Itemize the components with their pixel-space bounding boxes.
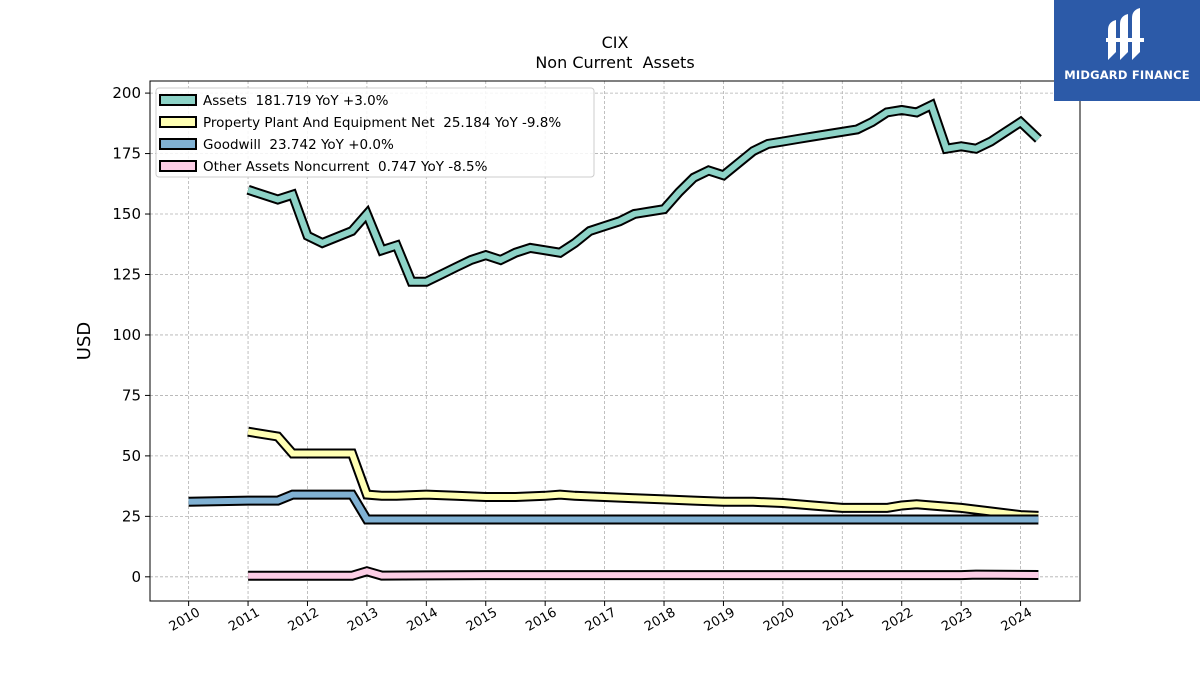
series-line (247, 101, 1041, 285)
x-tick-label: 2012 (286, 605, 322, 635)
y-tick-label: 100 (112, 326, 141, 344)
y-tick-label: 150 (112, 205, 141, 223)
legend: Assets 181.719 YoY +3.0% Property Plant A… (155, 87, 595, 178)
y-tick-label: 25 (122, 507, 141, 525)
legend-swatch (159, 160, 197, 172)
y-tick-label: 0 (131, 568, 141, 586)
x-tick-label: 2022 (880, 605, 916, 635)
x-tick-label: 2010 (167, 605, 203, 635)
y-tick-label: 125 (112, 265, 141, 283)
legend-swatch (159, 94, 197, 106)
series-other-assets-noncurrent (248, 566, 1039, 581)
series-line (248, 568, 1039, 579)
x-tick-label: 2014 (404, 605, 440, 635)
y-tick-label: 50 (122, 447, 141, 465)
legend-label: Property Plant And Equipment Net 25.184 … (203, 115, 561, 131)
legend-frame (155, 87, 595, 178)
chart-subtitle: Non Current Assets (535, 53, 694, 72)
legend-label: Goodwill 23.742 YoY +0.0% (203, 137, 394, 153)
series-line (247, 428, 1039, 519)
x-tick-label: 2016 (523, 605, 559, 635)
series-property-plant-and-equipment-net (247, 426, 1039, 521)
plot-series (188, 98, 1042, 581)
logo-text: MIDGARD FINANCE (1064, 68, 1190, 82)
legend-label: Other Assets Noncurrent 0.747 YoY -8.5% (203, 159, 488, 175)
brand-logo: MIDGARD FINANCE (1054, 0, 1200, 101)
legend-label: Assets 181.719 YoY +3.0% (203, 93, 389, 109)
x-tick-label: 2011 (226, 605, 262, 635)
y-axis-label: USD (74, 322, 95, 360)
y-tick-label: 75 (122, 386, 141, 404)
x-tick-label: 2017 (583, 605, 619, 635)
series-line (188, 491, 1039, 523)
x-tick-label: 2021 (820, 605, 856, 635)
y-tick-label: 175 (112, 145, 141, 163)
plot-frame (149, 80, 1081, 602)
x-tick-label: 2015 (464, 605, 500, 635)
legend-swatch (159, 138, 197, 150)
midgard-logo-icon (1106, 8, 1144, 60)
legend-swatch (159, 116, 197, 128)
y-tick-label: 200 (112, 84, 141, 102)
x-tick-label: 2018 (642, 605, 678, 635)
x-tick-label: 2013 (345, 605, 381, 635)
series-assets (246, 98, 1042, 287)
x-tick-label: 2023 (939, 605, 975, 635)
x-tick-label: 2019 (702, 605, 738, 635)
series-goodwill (188, 489, 1039, 525)
x-tick-label: 2020 (761, 605, 797, 635)
chart-title: CIX (602, 33, 629, 52)
x-tick-label: 2024 (999, 605, 1035, 635)
